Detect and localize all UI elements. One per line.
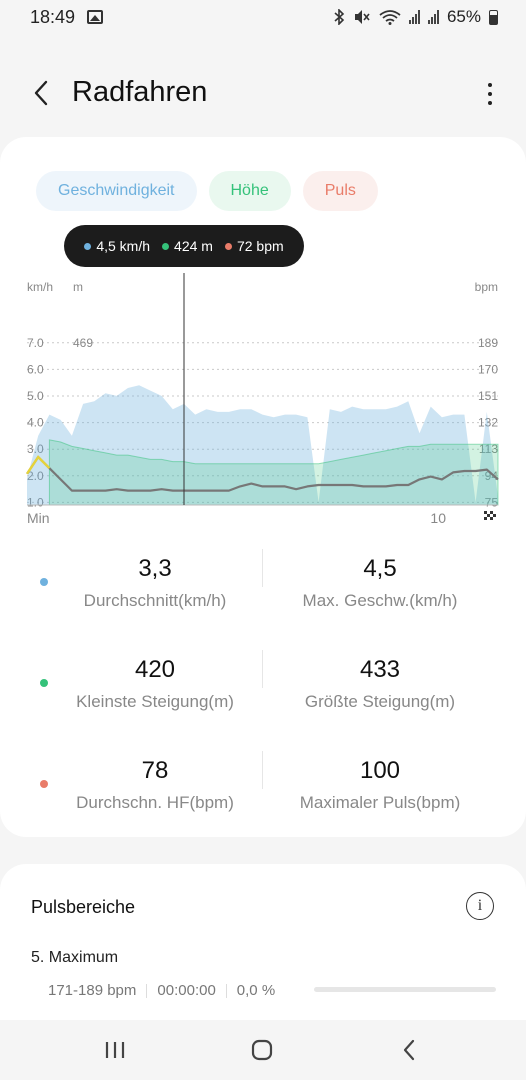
chevron-left-icon <box>34 80 48 106</box>
stat-label: Maximaler Puls(bpm) <box>299 793 461 812</box>
stat-avg-hr: 78 Durchschn. HF(bpm) <box>40 757 270 813</box>
stat-label: Max. Geschw.(km/h) <box>302 591 458 610</box>
stat-value: 3,3 <box>138 555 172 582</box>
stats-grid: 3,3 Durchschnitt(km/h) 4,5 Max. Geschw.(… <box>0 549 526 852</box>
chart-tooltip: 4,5 km/h 424 m 72 bpm <box>64 225 304 267</box>
signal-icon <box>408 10 420 24</box>
stat-value: 4,5 <box>363 555 397 582</box>
battery-percent: 65% <box>446 7 481 26</box>
stat-label: Größte Steigung(m) <box>304 692 456 711</box>
recent-apps-button[interactable] <box>102 1038 128 1062</box>
pulse-dot <box>224 242 232 250</box>
recent-apps-icon <box>105 1042 125 1058</box>
stat-label: Durchschnitt(km/h) <box>83 591 227 610</box>
y-right-tick: 94 <box>485 469 499 483</box>
stat-min-height: 420 Kleinste Steigung(m) <box>40 656 270 712</box>
divider <box>262 549 263 587</box>
y-left-tick: 5.0 <box>27 389 44 403</box>
page-title: Radfahren <box>72 76 208 108</box>
stats-row-pulse: 78 Durchschn. HF(bpm) 100 Maximaler Puls… <box>0 751 526 852</box>
stat-value: 433 <box>359 656 401 683</box>
back-button[interactable] <box>26 78 56 108</box>
more-options-button[interactable] <box>482 78 498 110</box>
chip-height[interactable]: Höhe <box>208 171 291 211</box>
home-icon <box>251 1039 273 1061</box>
stat-max-hr: 100 Maximaler Puls(bpm) <box>265 757 495 813</box>
finish-flag-icon <box>484 511 496 520</box>
chip-pulse[interactable]: Puls <box>302 171 378 211</box>
y-left-tick: 6.0 <box>27 362 44 376</box>
y-right-tick: 75 <box>485 495 499 509</box>
tooltip-height: 424 m <box>174 238 213 254</box>
y-right-tick: 151 <box>478 389 498 403</box>
x-start-label: Min <box>27 510 50 526</box>
zone-time: 00:00:00 <box>157 982 216 999</box>
y-right-tick: 189 <box>478 336 498 350</box>
wifi-icon <box>379 10 401 25</box>
zone-row: 171-189 bpm 00:00:00 0,0 % <box>48 982 275 999</box>
stat-value: 100 <box>359 757 401 784</box>
back-icon <box>403 1039 415 1061</box>
y-left-tick: 7.0 <box>27 336 44 350</box>
tooltip-pulse: 72 bpm <box>236 238 284 254</box>
stats-row-height: 420 Kleinste Steigung(m) 433 Größte Stei… <box>0 650 526 751</box>
speed-dot <box>84 242 92 250</box>
y-left-tick: 2.0 <box>27 469 44 483</box>
workout-chart-card: Geschwindigkeit Höhe Puls 4,5 km/h 424 m… <box>0 137 526 837</box>
y-left-tick: 1.0 <box>27 495 44 509</box>
status-time: 18:49 <box>30 6 76 27</box>
divider <box>146 983 148 998</box>
pulse-indicator-dot <box>40 780 48 788</box>
tooltip-speed: 4,5 km/h <box>96 238 151 254</box>
mute-icon <box>354 10 370 24</box>
status-bar: 18:49 65% <box>0 0 526 34</box>
height-indicator-dot <box>40 679 48 687</box>
y-right-tick: 113 <box>479 442 498 456</box>
stat-avg-speed: 3,3 Durchschnitt(km/h) <box>40 555 270 611</box>
pulse-zones-card: Pulsbereiche i 5. Maximum 171-189 bpm 00… <box>0 864 526 1020</box>
y-left-tick: 3.0 <box>27 442 44 456</box>
stat-value: 420 <box>134 656 176 683</box>
pulse-zones-title: Pulsbereiche <box>31 897 136 917</box>
height-dot <box>162 242 170 250</box>
signal-icon-2 <box>427 10 439 24</box>
home-button[interactable] <box>249 1038 275 1062</box>
stat-label: Durchschn. HF(bpm) <box>76 793 234 812</box>
back-nav-button[interactable] <box>396 1038 422 1062</box>
zone-name: 5. Maximum <box>31 949 119 966</box>
y-mid-unit: m <box>73 280 83 294</box>
y-mid-tick: 469 <box>73 336 93 350</box>
zone-progress-bar <box>314 987 496 992</box>
divider <box>262 650 263 688</box>
info-icon[interactable]: i <box>466 892 494 920</box>
system-nav-bar <box>0 1020 526 1080</box>
stat-label: Kleinste Steigung(m) <box>76 692 234 711</box>
divider <box>225 983 227 998</box>
y-left-tick: 4.0 <box>27 416 44 430</box>
divider <box>262 751 263 789</box>
y-right-unit: bpm <box>475 280 498 294</box>
x-end-label: 10 <box>430 510 446 526</box>
gallery-notification-icon <box>87 10 104 24</box>
pulse-line <box>26 455 499 492</box>
metric-chips: Geschwindigkeit Höhe Puls <box>36 171 378 211</box>
stat-value: 78 <box>141 757 169 784</box>
pulse-zone-highlight <box>26 455 51 475</box>
battery-icon <box>489 9 498 25</box>
app-header: Radfahren <box>0 62 526 126</box>
speed-area <box>27 385 498 505</box>
stats-row-speed: 3,3 Durchschnitt(km/h) 4,5 Max. Geschw.(… <box>0 549 526 650</box>
y-right-tick: 132 <box>478 416 498 430</box>
stat-max-speed: 4,5 Max. Geschw.(km/h) <box>265 555 495 611</box>
bluetooth-icon <box>334 9 345 25</box>
zone-range: 171-189 bpm <box>48 982 137 999</box>
stat-max-height: 433 Größte Steigung(m) <box>265 656 495 712</box>
chart-svg[interactable]: km/h m bpm 7.0 189 6.0 170 5.0 151 4.0 132 3.0 113 2.… <box>0 273 526 533</box>
y-right-tick: 170 <box>478 362 498 376</box>
workout-chart[interactable]: km/h m bpm 7.0 189 6.0 170 5.0 151 4.0 132 3.0 113 2.… <box>0 273 526 533</box>
chip-speed[interactable]: Geschwindigkeit <box>36 171 197 211</box>
speed-indicator-dot <box>40 578 48 586</box>
y-left-unit: km/h <box>27 280 53 294</box>
zone-percent: 0,0 % <box>236 982 276 999</box>
